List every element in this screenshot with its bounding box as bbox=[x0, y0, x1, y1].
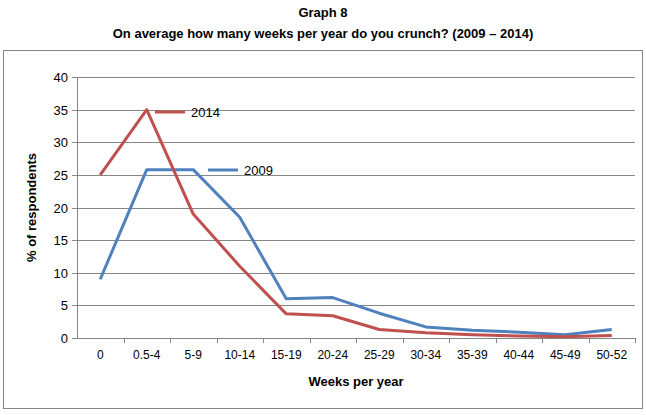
y-tick bbox=[72, 240, 77, 241]
x-tick-label: 45-49 bbox=[550, 348, 581, 362]
x-tick-label: 0.5-4 bbox=[133, 348, 161, 362]
x-tick bbox=[217, 338, 218, 343]
grid-line bbox=[77, 273, 635, 274]
legend-swatch bbox=[155, 111, 185, 114]
x-tick-label: 40-44 bbox=[503, 348, 534, 362]
x-tick-label: 35-39 bbox=[457, 348, 488, 362]
x-tick-label: 30-34 bbox=[410, 348, 441, 362]
series-group bbox=[100, 110, 612, 337]
subtitle: On average how many weeks per year do yo… bbox=[113, 26, 534, 41]
y-tick bbox=[72, 77, 77, 78]
chart: Graph 8 On average how many weeks per yea… bbox=[0, 0, 646, 415]
y-axis-title: % of respondents bbox=[24, 153, 39, 262]
x-tick bbox=[449, 338, 450, 343]
grid-line bbox=[77, 240, 635, 241]
y-tick bbox=[72, 208, 77, 209]
legend-label: 2014 bbox=[191, 105, 220, 120]
x-tick bbox=[589, 338, 590, 343]
y-tick-label: 5 bbox=[61, 298, 68, 313]
title: Graph 8 bbox=[298, 5, 347, 20]
x-tick bbox=[403, 338, 404, 343]
y-tick-label: 40 bbox=[54, 70, 68, 85]
y-tick-label: 0 bbox=[61, 331, 68, 346]
x-tick bbox=[263, 338, 264, 343]
y-tick bbox=[72, 142, 77, 143]
y-tick bbox=[72, 305, 77, 306]
y-axis bbox=[77, 77, 78, 338]
grid-line bbox=[77, 175, 635, 176]
legend-label: 2009 bbox=[244, 163, 273, 178]
x-tick bbox=[356, 338, 357, 343]
x-tick bbox=[542, 338, 543, 343]
y-tick-label: 35 bbox=[54, 103, 68, 118]
y-tick-label: 20 bbox=[54, 201, 68, 216]
x-tick-label: 25-29 bbox=[364, 348, 395, 362]
y-tick bbox=[72, 338, 77, 339]
x-tick-label: 10-14 bbox=[224, 348, 255, 362]
y-tick-label: 30 bbox=[54, 135, 68, 150]
x-tick bbox=[635, 338, 636, 343]
x-tick bbox=[170, 338, 171, 343]
y-tick bbox=[72, 110, 77, 111]
x-axis-title: Weeks per year bbox=[308, 374, 403, 389]
y-tick-label: 25 bbox=[54, 168, 68, 183]
legend-swatch bbox=[208, 169, 238, 172]
grid-line bbox=[77, 110, 635, 111]
y-tick bbox=[72, 175, 77, 176]
x-tick-label: 0 bbox=[97, 348, 104, 362]
line-series bbox=[100, 110, 612, 337]
x-tick bbox=[496, 338, 497, 343]
x-tick-label: 20-24 bbox=[317, 348, 348, 362]
x-tick bbox=[310, 338, 311, 343]
line-series bbox=[100, 170, 612, 335]
grid-line bbox=[77, 77, 635, 78]
x-tick-label: 15-19 bbox=[271, 348, 302, 362]
x-tick-label: 5-9 bbox=[185, 348, 203, 362]
x-tick-label: 50-52 bbox=[596, 348, 627, 362]
x-tick bbox=[124, 338, 125, 343]
y-tick-label: 15 bbox=[54, 233, 68, 248]
chart-frame bbox=[4, 51, 643, 409]
y-tick-label: 10 bbox=[54, 266, 68, 281]
y-tick bbox=[72, 273, 77, 274]
grid-line bbox=[77, 208, 635, 209]
